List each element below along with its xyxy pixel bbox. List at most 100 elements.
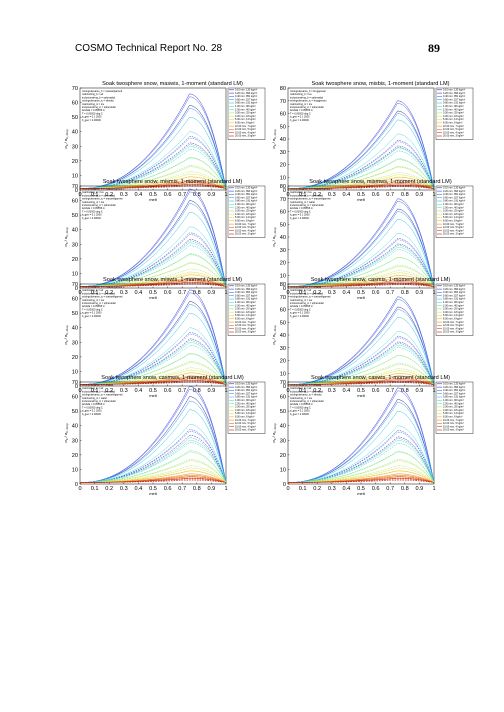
y-tick-label: 10	[72, 173, 78, 179]
series-line	[79, 242, 227, 287]
series-line-dashed	[288, 284, 435, 287]
param-line: a_geo = 0.1 2000	[82, 214, 102, 217]
y-tick-label: 30	[72, 242, 78, 248]
x-axis-label: melt	[149, 197, 157, 202]
param-line: a_geo = 0.1 2000	[290, 312, 310, 315]
legend-entry: 2.00 mm, 40 kg/m³	[235, 108, 256, 111]
series-line	[287, 440, 435, 483]
param-line: inclusionstring_ic = spheroidal	[82, 400, 116, 403]
series-line	[288, 451, 435, 483]
chart-title: Soak twosphere snow, mismis, 1-moment (s…	[103, 179, 243, 185]
series-line-dashed	[288, 479, 435, 483]
legend-entry: 1.00 mm, 96 kg/m³	[235, 105, 256, 108]
param-line: T = 0.00000 deg C	[290, 112, 311, 115]
param-line: lambda = 0.05555 m	[82, 207, 105, 210]
param-line: matrixstring_ic = ice	[290, 103, 313, 106]
param-line: mixingrulename_ic = sihvola	[290, 394, 322, 397]
x-tick-label: 0.6	[372, 388, 380, 394]
legend-entry: 5.00 mm, 14 kg/m³	[443, 412, 464, 415]
x-tick-label: 0.2	[313, 486, 321, 492]
series-line	[288, 166, 435, 189]
x-tick-label: 0.4	[135, 290, 143, 296]
legend-entry: 0.20 mm, 893 kg/m³	[235, 288, 257, 291]
y-tick-label: 50	[72, 409, 78, 415]
legend-entry: 4.00 mm, 18 kg/m³	[235, 115, 256, 118]
legend-entry: 0.60 mm, 527 kg/m³	[235, 294, 257, 297]
legend-entry: 10.00 mm, 7 kg/m³	[443, 419, 464, 422]
y-tick-label: 30	[72, 340, 78, 346]
x-tick-label: 0.2	[313, 388, 321, 394]
y-tick-label: 70	[72, 184, 78, 190]
legend-box	[227, 185, 266, 238]
y-tick-label: 50	[72, 311, 78, 317]
legend-entry: 12.00 mm, 5 kg/m³	[443, 422, 464, 425]
param-line: mixingrulename_b = maxwellgarnett	[82, 188, 122, 191]
param-line: mixingrulename_ic = maxwellgarnett	[82, 296, 123, 299]
param-line: T = 0.00000 deg C	[82, 406, 103, 409]
series-line	[287, 232, 435, 287]
figure-panel-1: Soak twosphere snow, maswis, 1-moment (s…	[60, 80, 266, 203]
y-tick-label: 70	[280, 380, 286, 386]
x-tick-label: 0.9	[416, 290, 424, 296]
legend-entry: 0.80 mm, 191 kg/m³	[235, 102, 257, 105]
series-line	[287, 103, 435, 189]
y-axis-label: σb / σb, drop	[271, 129, 277, 149]
x-tick-label: 0.9	[416, 486, 424, 492]
param-line: b_geo = 2.00000	[290, 413, 309, 416]
param-line: a_geo = 0.1 2000	[290, 410, 310, 413]
param-line: lambda = 0.05555 m	[290, 403, 313, 406]
legend-entry: 0.60 mm, 527 kg/m³	[443, 392, 465, 395]
legend-entry: 0.80 mm, 191 kg/m³	[443, 200, 465, 203]
legend-box	[435, 185, 474, 238]
y-tick-label: 80	[280, 184, 286, 190]
chart-svg: Soak twosphere snow, casmis, 1-moment (s…	[271, 277, 474, 398]
param-line: matrixstring_ic = water	[82, 397, 107, 400]
legend-entry: 3.00 mm, 25 kg/m³	[443, 308, 464, 311]
y-tick-label: 0	[75, 384, 78, 390]
series-line	[79, 327, 227, 385]
param-line: lambda = 0.05555 m	[290, 305, 313, 308]
legend-entry: 0.20 mm, 893 kg/m³	[235, 92, 257, 95]
param-line: inclusionstring_b = spheroidal	[290, 96, 323, 99]
x-tick-label: 0.6	[164, 486, 172, 492]
param-line: inclusionstring_ic = spheroidal	[82, 204, 116, 207]
figure-panel-3: Soak twosphere snow, mismis, 1-moment (s…	[60, 178, 266, 301]
series-line	[288, 344, 435, 385]
chart-svg: Soak twosphere snow, maswis, 1-moment (s…	[63, 81, 266, 202]
legend-entry: 1.00 mm, 96 kg/m³	[443, 301, 464, 304]
y-tick-label: 20	[280, 163, 286, 169]
series-line	[288, 355, 435, 385]
legend-entry: 3.00 mm, 25 kg/m³	[443, 112, 464, 115]
y-axis-label: σb / σb, drop	[63, 129, 69, 149]
param-line: a_geo = 0.1 2000	[82, 410, 102, 413]
y-axis-label: σb / σb, drop	[63, 423, 69, 443]
x-tick-label: 0.5	[149, 290, 157, 296]
y-tick-label: 60	[280, 395, 286, 401]
legend-entry: 20.00 mm, 3 kg/m³	[443, 233, 464, 236]
legend-entry: 0.60 mm, 527 kg/m³	[443, 196, 465, 199]
x-tick-label: 0.6	[164, 192, 172, 198]
x-tick-label: 1	[224, 486, 227, 492]
page-number: 89	[428, 41, 440, 55]
param-line: mixingrulename_ic = bruggeman	[290, 100, 327, 103]
param-line: inclusionstring_ic = spheroidal	[82, 302, 116, 305]
series-line-dashed	[79, 429, 227, 483]
chart-title: Soak twosphere snow, maswis, 1-moment (s…	[102, 81, 243, 87]
x-tick-label: 1	[432, 486, 435, 492]
legend-entry: 8.00 mm, 8 kg/m³	[443, 416, 463, 419]
param-line: matrixstring_ic = ice	[82, 299, 105, 302]
legend-entry: 0.40 mm, 851 kg/m³	[235, 389, 257, 392]
x-tick-label: 0.7	[386, 486, 394, 492]
x-tick-label: 0.6	[372, 486, 380, 492]
param-line: inclusionstring_ic = spheroidal	[290, 400, 324, 403]
x-tick-label: 0.4	[343, 192, 351, 198]
chart-svg: Soak twosphere snow, casmws, 1-moment (s…	[63, 375, 266, 496]
y-tick-label: 50	[280, 222, 286, 228]
y-tick-label: 50	[72, 115, 78, 121]
legend-entry: 8.00 mm, 8 kg/m³	[235, 318, 255, 321]
legend-entry: 2.00 mm, 40 kg/m³	[443, 108, 464, 111]
legend-entry: 4.00 mm, 18 kg/m³	[443, 213, 464, 216]
x-tick-label: 0.5	[357, 486, 365, 492]
legend-entry: 0.60 mm, 527 kg/m³	[235, 98, 257, 101]
legend-entry: 2.00 mm, 40 kg/m³	[443, 206, 464, 209]
